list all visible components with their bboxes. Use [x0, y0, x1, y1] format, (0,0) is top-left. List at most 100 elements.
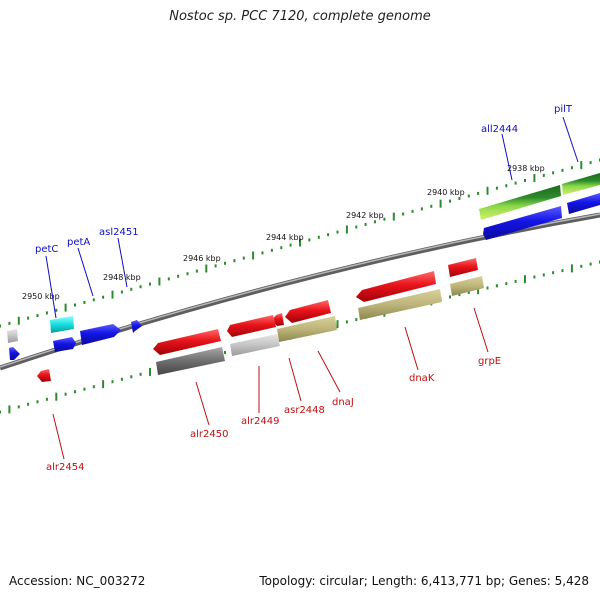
scale-major-tick — [17, 316, 20, 325]
scale-major-tick — [392, 212, 395, 221]
scale-minor-tick — [524, 179, 526, 182]
scale-minor-tick — [383, 217, 386, 221]
scale-minor-tick — [552, 171, 555, 175]
scale-minor-tick — [336, 230, 339, 234]
scale-label: 2942 kbp — [346, 211, 384, 220]
scale-minor-tick — [495, 284, 498, 288]
scale-minor-tick — [449, 295, 451, 299]
scale-minor-tick — [17, 405, 20, 409]
gene-label[interactable]: all2444 — [481, 124, 518, 135]
scale-minor-tick — [570, 166, 573, 170]
gene-asr2448[interactable] — [272, 313, 284, 326]
gene-label[interactable]: dnaK — [409, 373, 435, 384]
scale-minor-tick — [580, 264, 583, 268]
scale-major-tick — [486, 186, 489, 195]
scale-major-tick — [345, 225, 348, 234]
scale-minor-tick — [327, 233, 330, 237]
scale-minor-tick — [589, 262, 592, 266]
scale-minor-tick — [130, 375, 133, 379]
scale-major-tick — [336, 320, 339, 329]
scale-minor-tick — [345, 320, 348, 324]
scale-minor-tick — [45, 311, 48, 315]
gene-gray-left[interactable] — [7, 329, 18, 343]
scale-minor-tick — [355, 318, 358, 322]
scale-minor-tick — [280, 246, 283, 250]
scale-minor-tick — [505, 184, 508, 188]
gene-label[interactable]: petA — [67, 237, 90, 248]
scale-minor-tick — [289, 243, 292, 247]
scale-major-tick — [524, 275, 526, 284]
gene-label[interactable]: dnaJ — [332, 397, 354, 408]
gene-alr2454[interactable] — [37, 369, 51, 382]
gene-label[interactable]: alr2454 — [46, 462, 84, 473]
gene-all2444[interactable] — [479, 185, 561, 220]
scale-major-tick — [570, 264, 573, 273]
scale-minor-tick — [514, 181, 517, 185]
gene-label[interactable]: alr2449 — [241, 416, 279, 427]
gene-asl2451[interactable] — [131, 320, 142, 333]
scale-minor-tick — [458, 197, 461, 200]
gene-alr2450[interactable] — [153, 329, 221, 355]
upper-gene-labels: pilT all2444 asl2451 petA petC — [35, 104, 579, 319]
gene-petA[interactable] — [53, 337, 76, 352]
gene-blue-1[interactable] — [483, 206, 562, 240]
gene-blue-left[interactable] — [9, 347, 20, 360]
upper-genes — [7, 173, 600, 360]
scale-minor-tick — [411, 209, 414, 213]
gene-dnaJ[interactable] — [285, 300, 331, 323]
scale-minor-tick — [177, 274, 180, 278]
scale-minor-tick — [102, 295, 105, 299]
scale-minor-tick — [83, 300, 86, 304]
scale-minor-tick — [74, 303, 76, 307]
scale-major-tick — [55, 392, 58, 401]
scale-label: 2938 kbp — [507, 164, 545, 173]
scale-minor-tick — [355, 225, 358, 229]
scale-labels: 2938 kbp 2940 kbp 2942 kbp 2944 kbp 2946… — [22, 164, 545, 301]
gene-label[interactable]: grpE — [478, 356, 501, 367]
scale-minor-tick — [514, 279, 517, 283]
gene-label[interactable]: petC — [35, 244, 58, 255]
scale-minor-tick — [270, 248, 273, 252]
gene-dnaK-shadow[interactable] — [358, 289, 442, 320]
scale-minor-tick — [195, 269, 198, 273]
scale-minor-tick — [430, 204, 433, 208]
genome-summary-text: Topology: circular; Length: 6,413,771 bp… — [259, 574, 589, 588]
scale-minor-tick — [92, 298, 95, 302]
gene-alr2450-shadow[interactable] — [156, 347, 225, 375]
scale-minor-tick — [364, 222, 367, 226]
gene-alr2449-shadow[interactable] — [230, 334, 280, 356]
scale-minor-tick — [495, 186, 498, 190]
scale-minor-tick — [167, 277, 170, 281]
scale-label: 2946 kbp — [183, 254, 221, 263]
scale-major-tick — [102, 380, 105, 389]
scale-minor-tick — [402, 212, 405, 216]
scale-minor-tick — [505, 282, 508, 286]
scale-minor-tick — [36, 314, 39, 317]
gene-grpE[interactable] — [448, 258, 478, 277]
gene-blue-2[interactable] — [567, 193, 600, 214]
scale-minor-tick — [486, 286, 489, 290]
gene-label[interactable]: pilT — [554, 104, 573, 115]
gene-alr2449[interactable] — [227, 315, 276, 337]
gene-label[interactable]: alr2450 — [190, 429, 228, 440]
scale-minor-tick — [111, 380, 114, 384]
gene-grpE-shadow[interactable] — [450, 276, 484, 296]
scale-minor-tick — [467, 290, 470, 294]
gene-label[interactable]: asr2448 — [284, 405, 325, 416]
scale-minor-tick — [242, 256, 245, 260]
gene-blue-3[interactable] — [80, 324, 121, 345]
scale-minor-tick — [589, 161, 592, 165]
scale-minor-tick — [420, 207, 423, 211]
gene-dnaJ-shadow[interactable] — [277, 316, 337, 342]
gene-pilT[interactable] — [562, 173, 600, 195]
scale-major-tick — [111, 290, 114, 299]
scale-minor-tick — [36, 400, 39, 404]
scale-minor-tick — [55, 308, 58, 312]
scale-minor-tick — [92, 385, 95, 389]
accession-text: Accession: NC_003272 — [9, 574, 146, 588]
gene-petC[interactable] — [50, 316, 74, 333]
scale-minor-tick — [0, 410, 1, 414]
gene-label[interactable]: asl2451 — [99, 227, 139, 238]
gene-dnaK[interactable] — [356, 271, 436, 302]
